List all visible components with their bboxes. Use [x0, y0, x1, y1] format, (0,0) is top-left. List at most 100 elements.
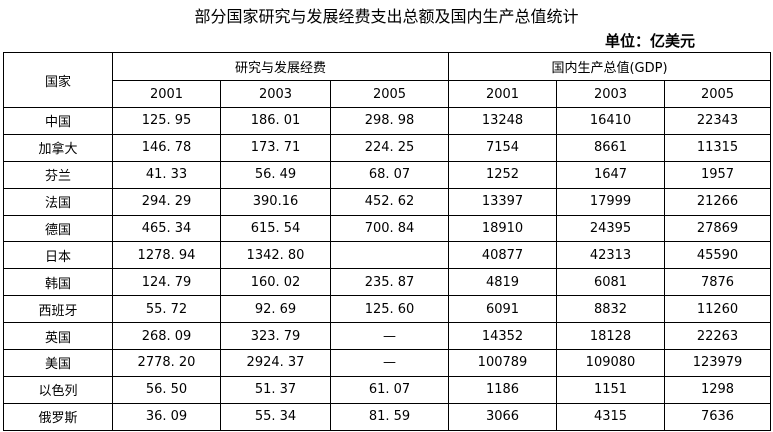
value-cell: 6091 [448, 295, 557, 324]
header-row: 2001 2003 2005 2001 2003 2005 [4, 80, 772, 108]
year-header: 2005 [330, 80, 449, 108]
value-cell: 8661 [556, 133, 665, 162]
value-cell: 173. 71 [220, 133, 331, 162]
country-cell: 俄罗斯 [3, 402, 113, 431]
year-header: 2001 [112, 80, 221, 108]
year-header: 2001 [448, 80, 557, 108]
value-cell: 2778. 20 [112, 349, 221, 377]
data-table: 国家 研究与发展经费 国内生产总值(GDP) 2001 2003 2005 2001 2003… [3, 52, 772, 431]
value-cell: 68. 07 [330, 160, 449, 189]
country-cell: 韩国 [3, 268, 113, 297]
value-cell: 123979 [663, 349, 772, 377]
data-row: 中国 125. 95 186. 01 298. 98 13248 16410 22343 [3, 107, 772, 135]
value-cell: 51. 37 [220, 375, 331, 404]
value-cell: 18128 [556, 322, 665, 351]
data-row: 以色列 56. 50 51. 37 61. 07 1186 1151 1298 [3, 375, 772, 404]
value-cell: 700. 84 [330, 214, 449, 243]
country-cell: 英国 [3, 322, 113, 351]
country-cell: 日本 [3, 241, 113, 270]
value-cell: 323. 79 [220, 322, 331, 351]
unit: 单位：亿美元 [604, 32, 695, 50]
value-cell: 61. 07 [330, 375, 449, 404]
value-cell: 56. 49 [220, 160, 331, 189]
value-cell: 11260 [663, 295, 772, 324]
data-row: 芬兰 41. 33 56. 49 68. 07 1252 1647 1957 [3, 160, 772, 189]
value-cell: 1186 [448, 375, 557, 404]
value-cell: 6081 [556, 268, 665, 297]
data-row: 西班牙 55. 72 92. 69 125. 60 6091 8832 11260 [3, 295, 772, 324]
value-cell: 16410 [556, 107, 665, 135]
value-cell: 8832 [556, 295, 665, 324]
country-cell: 西班牙 [3, 295, 113, 324]
value-cell: 92. 69 [220, 295, 331, 324]
data-row: 法国 294. 29 390.16 452. 62 13397 17999 21266 [3, 187, 772, 216]
value-cell: 24395 [556, 214, 665, 243]
country-cell: 德国 [3, 214, 113, 243]
title: 部分国家研究与发展经费支出总额及国内生产总值统计 [194, 7, 579, 26]
year-header: 2005 [663, 80, 772, 108]
value-cell: 124. 79 [112, 268, 221, 297]
value-cell: 13397 [448, 187, 557, 216]
value-cell: 42313 [556, 241, 665, 270]
value-cell: 4819 [448, 268, 557, 297]
value-cell: 125. 60 [330, 295, 449, 324]
value-cell: 1298 [663, 375, 772, 404]
value-cell: 21266 [663, 187, 772, 216]
value-cell: 100789 [448, 349, 557, 377]
value-cell: 3066 [448, 402, 557, 431]
value-cell: 55. 34 [220, 402, 331, 431]
country-cell: 加拿大 [3, 133, 113, 162]
value-cell: 14352 [448, 322, 557, 351]
value-cell: 224. 25 [330, 133, 449, 162]
group-header: 研究与发展经费 [112, 52, 449, 81]
value-cell: 1278. 94 [112, 241, 221, 270]
value-cell: 4315 [556, 402, 665, 431]
country-cell: 芬兰 [3, 160, 113, 189]
data-row: 德国 465. 34 615. 54 700. 84 18910 24395 27869 [3, 214, 772, 243]
table-body: 国家 研究与发展经费 国内生产总值(GDP) 2001 2003 2005 2001 2003… [3, 52, 772, 431]
value-cell: 17999 [556, 187, 665, 216]
value-cell: 7876 [663, 268, 772, 297]
data-row: 俄罗斯 36. 09 55. 34 81. 59 3066 4315 7636 [3, 402, 772, 431]
header-row: 国家 研究与发展经费 国内生产总值(GDP) [3, 52, 772, 108]
value-cell: 13248 [448, 107, 557, 135]
year-header: 2003 [220, 80, 331, 108]
value-cell: 298. 98 [330, 107, 449, 135]
value-cell: 125. 95 [112, 107, 221, 135]
value-cell: 45590 [663, 241, 772, 270]
value-cell: 1252 [448, 160, 557, 189]
value-cell: 615. 54 [220, 214, 331, 243]
value-cell: 41. 33 [112, 160, 221, 189]
data-row: 美国 2778. 20 2924. 37—100789 109080 123979 [3, 349, 772, 377]
value-cell: 160. 02 [220, 268, 331, 297]
value-cell: 465. 34 [112, 214, 221, 243]
year-header: 2003 [556, 80, 665, 108]
value-cell: 186. 01 [220, 107, 331, 135]
value-cell: — [330, 322, 449, 351]
value-cell: 7636 [663, 402, 772, 431]
value-cell [330, 241, 449, 270]
value-cell: 452. 62 [330, 187, 449, 216]
value-cell: 7154 [448, 133, 557, 162]
value-cell: 1957 [663, 160, 772, 189]
value-cell: 56. 50 [112, 375, 221, 404]
value-cell: 11315 [663, 133, 772, 162]
group-header: 国内生产总值(GDP) [447, 52, 772, 81]
data-row: 日本 1278. 94 1342. 80 40877 42313 45590 [3, 241, 772, 270]
value-cell: 235. 87 [330, 268, 449, 297]
value-cell: 390.16 [220, 187, 331, 216]
value-cell: 109080 [556, 349, 665, 377]
value-cell: 1342. 80 [220, 241, 331, 270]
value-cell: 22343 [663, 107, 772, 135]
value-cell: 18910 [448, 214, 557, 243]
country-cell: 法国 [3, 187, 113, 216]
value-cell: 36. 09 [112, 402, 221, 431]
data-row: 加拿大 146. 78 173. 71 224. 25 7154 8661 11315 [3, 133, 772, 162]
country-cell: 美国 [3, 349, 113, 377]
value-cell: 146. 78 [112, 133, 221, 162]
country-cell: 以色列 [3, 375, 113, 404]
value-cell: 294. 29 [112, 187, 221, 216]
country-cell: 中国 [3, 107, 113, 135]
value-cell: 2924. 37 [220, 349, 331, 377]
